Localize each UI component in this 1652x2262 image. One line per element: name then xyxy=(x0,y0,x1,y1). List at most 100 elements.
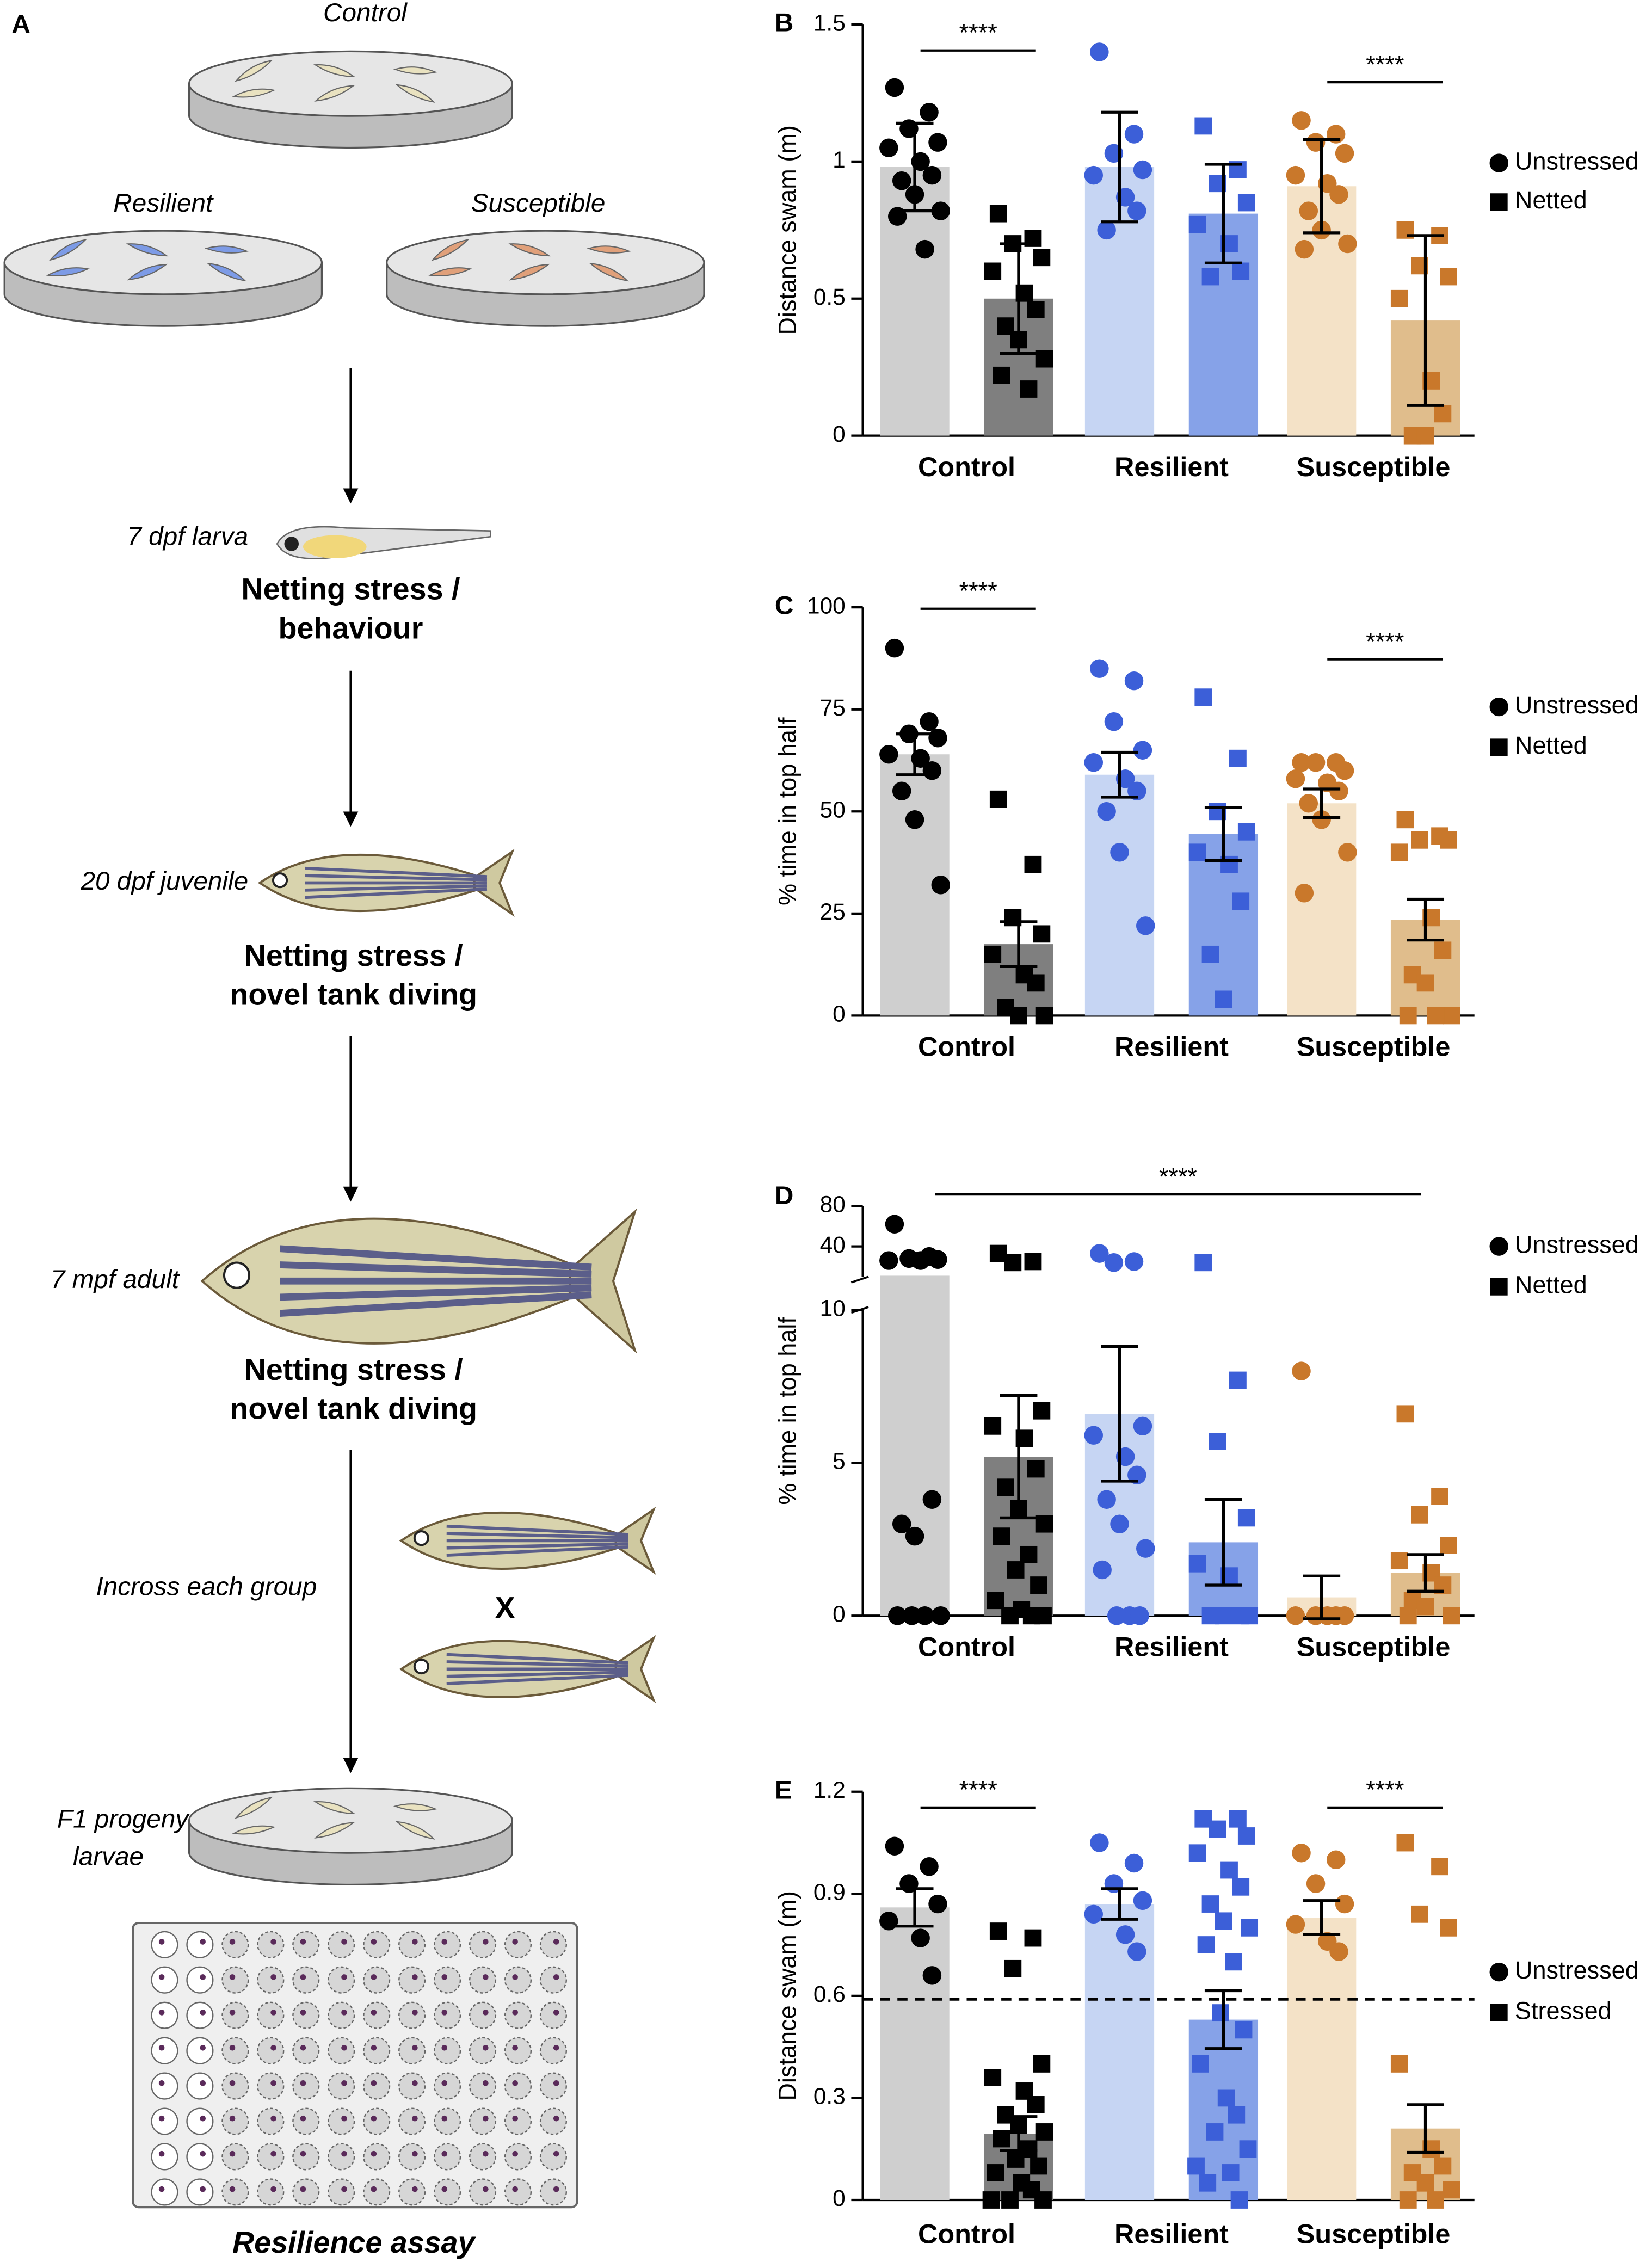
data-point xyxy=(1024,1253,1042,1271)
assay-label: novel tank diving xyxy=(230,978,477,1012)
x-tick-label: Susceptible xyxy=(1297,2218,1451,2249)
fish-stripe xyxy=(446,1660,628,1668)
incross-label: Incross each group xyxy=(96,1573,317,1601)
fish-stripe xyxy=(305,887,488,899)
data-point xyxy=(1399,1607,1417,1625)
well xyxy=(151,2001,178,2029)
data-point xyxy=(1440,1919,1457,1937)
data-point xyxy=(1237,1509,1255,1527)
well-larva xyxy=(412,2186,418,2192)
assay-label: Netting stress / xyxy=(244,1353,463,1386)
data-point xyxy=(1034,1607,1052,1625)
error-bar xyxy=(1000,920,1038,969)
well xyxy=(434,1966,461,1994)
data-point xyxy=(1396,1405,1414,1423)
data-point xyxy=(1338,843,1357,862)
data-point xyxy=(920,712,939,731)
data-point xyxy=(1440,268,1457,286)
fish-stripe xyxy=(446,1542,628,1550)
dish-top xyxy=(188,50,513,117)
axis-break xyxy=(850,1306,869,1314)
well-larva xyxy=(412,2150,418,2157)
well xyxy=(292,1966,320,1994)
well xyxy=(469,1966,497,1994)
well xyxy=(257,2107,285,2135)
well xyxy=(257,2072,285,2100)
data-point xyxy=(1335,1606,1354,1625)
well-larva xyxy=(229,2045,236,2051)
data-point xyxy=(1127,201,1146,220)
well xyxy=(363,2001,391,2029)
data-point xyxy=(1396,811,1414,829)
well-larva xyxy=(441,2010,448,2016)
well xyxy=(328,2001,355,2029)
data-point xyxy=(1124,671,1144,691)
data-point xyxy=(989,1922,1007,1940)
data-point xyxy=(879,1251,898,1270)
fish-stripe xyxy=(305,866,488,878)
well-larva xyxy=(553,2045,559,2051)
data-point xyxy=(1232,1878,1250,1896)
data-point xyxy=(1217,2089,1235,2107)
error-bar xyxy=(1101,1887,1138,1921)
y-tick-label: 0 xyxy=(833,421,846,447)
well xyxy=(398,2037,426,2064)
y-tick-label: 1.2 xyxy=(813,1777,846,1803)
well xyxy=(328,2178,355,2206)
well xyxy=(151,2037,178,2064)
well-larva xyxy=(229,2150,236,2157)
legend-label: Unstressed xyxy=(1515,1230,1639,1258)
data-point xyxy=(1286,1606,1305,1625)
data-point xyxy=(1024,1929,1042,1947)
significance-label: **** xyxy=(959,19,997,47)
well-larva xyxy=(512,2045,518,2051)
dish-top xyxy=(3,230,323,295)
assay-label: Netting stress / xyxy=(244,939,463,972)
data-point xyxy=(892,1514,911,1533)
well-larva xyxy=(512,2080,518,2086)
bar xyxy=(1287,1918,1357,2201)
well-larva xyxy=(300,2150,306,2157)
data-point xyxy=(887,1606,907,1625)
data-point xyxy=(987,2164,1004,2181)
data-point xyxy=(987,1592,1004,1610)
well xyxy=(292,2143,320,2171)
data-point xyxy=(1411,1905,1428,1923)
well xyxy=(504,1931,532,1958)
larva xyxy=(395,1821,435,1840)
well xyxy=(469,2107,497,2135)
data-point xyxy=(1097,802,1116,821)
data-point xyxy=(1209,1433,1226,1450)
data-point xyxy=(892,171,911,190)
y-tick-label: 40 xyxy=(820,1232,846,1258)
assay-title: Resilience assay xyxy=(232,2226,477,2259)
data-point xyxy=(1229,749,1247,767)
legend-label: Unstressed xyxy=(1515,147,1639,175)
well xyxy=(504,2037,532,2064)
well xyxy=(363,2143,391,2171)
well-larva xyxy=(371,1974,377,1980)
error-bar xyxy=(1303,138,1341,235)
well xyxy=(469,2037,497,2064)
well-larva xyxy=(270,2150,276,2157)
well xyxy=(504,1966,532,1994)
x-tick-label: Control xyxy=(918,2218,1015,2249)
data-point xyxy=(1201,945,1219,963)
y-tick-label: 50 xyxy=(820,797,846,822)
data-point xyxy=(1225,1953,1242,1971)
bar xyxy=(880,1275,950,1616)
data-point xyxy=(1286,769,1305,788)
well xyxy=(398,1931,426,1958)
data-point xyxy=(1001,1607,1019,1625)
well-larva xyxy=(341,2080,347,2086)
well xyxy=(434,2001,461,2029)
data-point xyxy=(1188,1844,1206,1862)
legend-marker xyxy=(1489,697,1508,717)
well-larva xyxy=(158,2045,165,2051)
data-point xyxy=(915,1606,934,1625)
well-larva xyxy=(300,2186,306,2192)
well-larva xyxy=(229,2080,236,2086)
data-point xyxy=(1416,974,1434,992)
well-larva xyxy=(553,1974,559,1980)
data-point xyxy=(997,1478,1014,1496)
